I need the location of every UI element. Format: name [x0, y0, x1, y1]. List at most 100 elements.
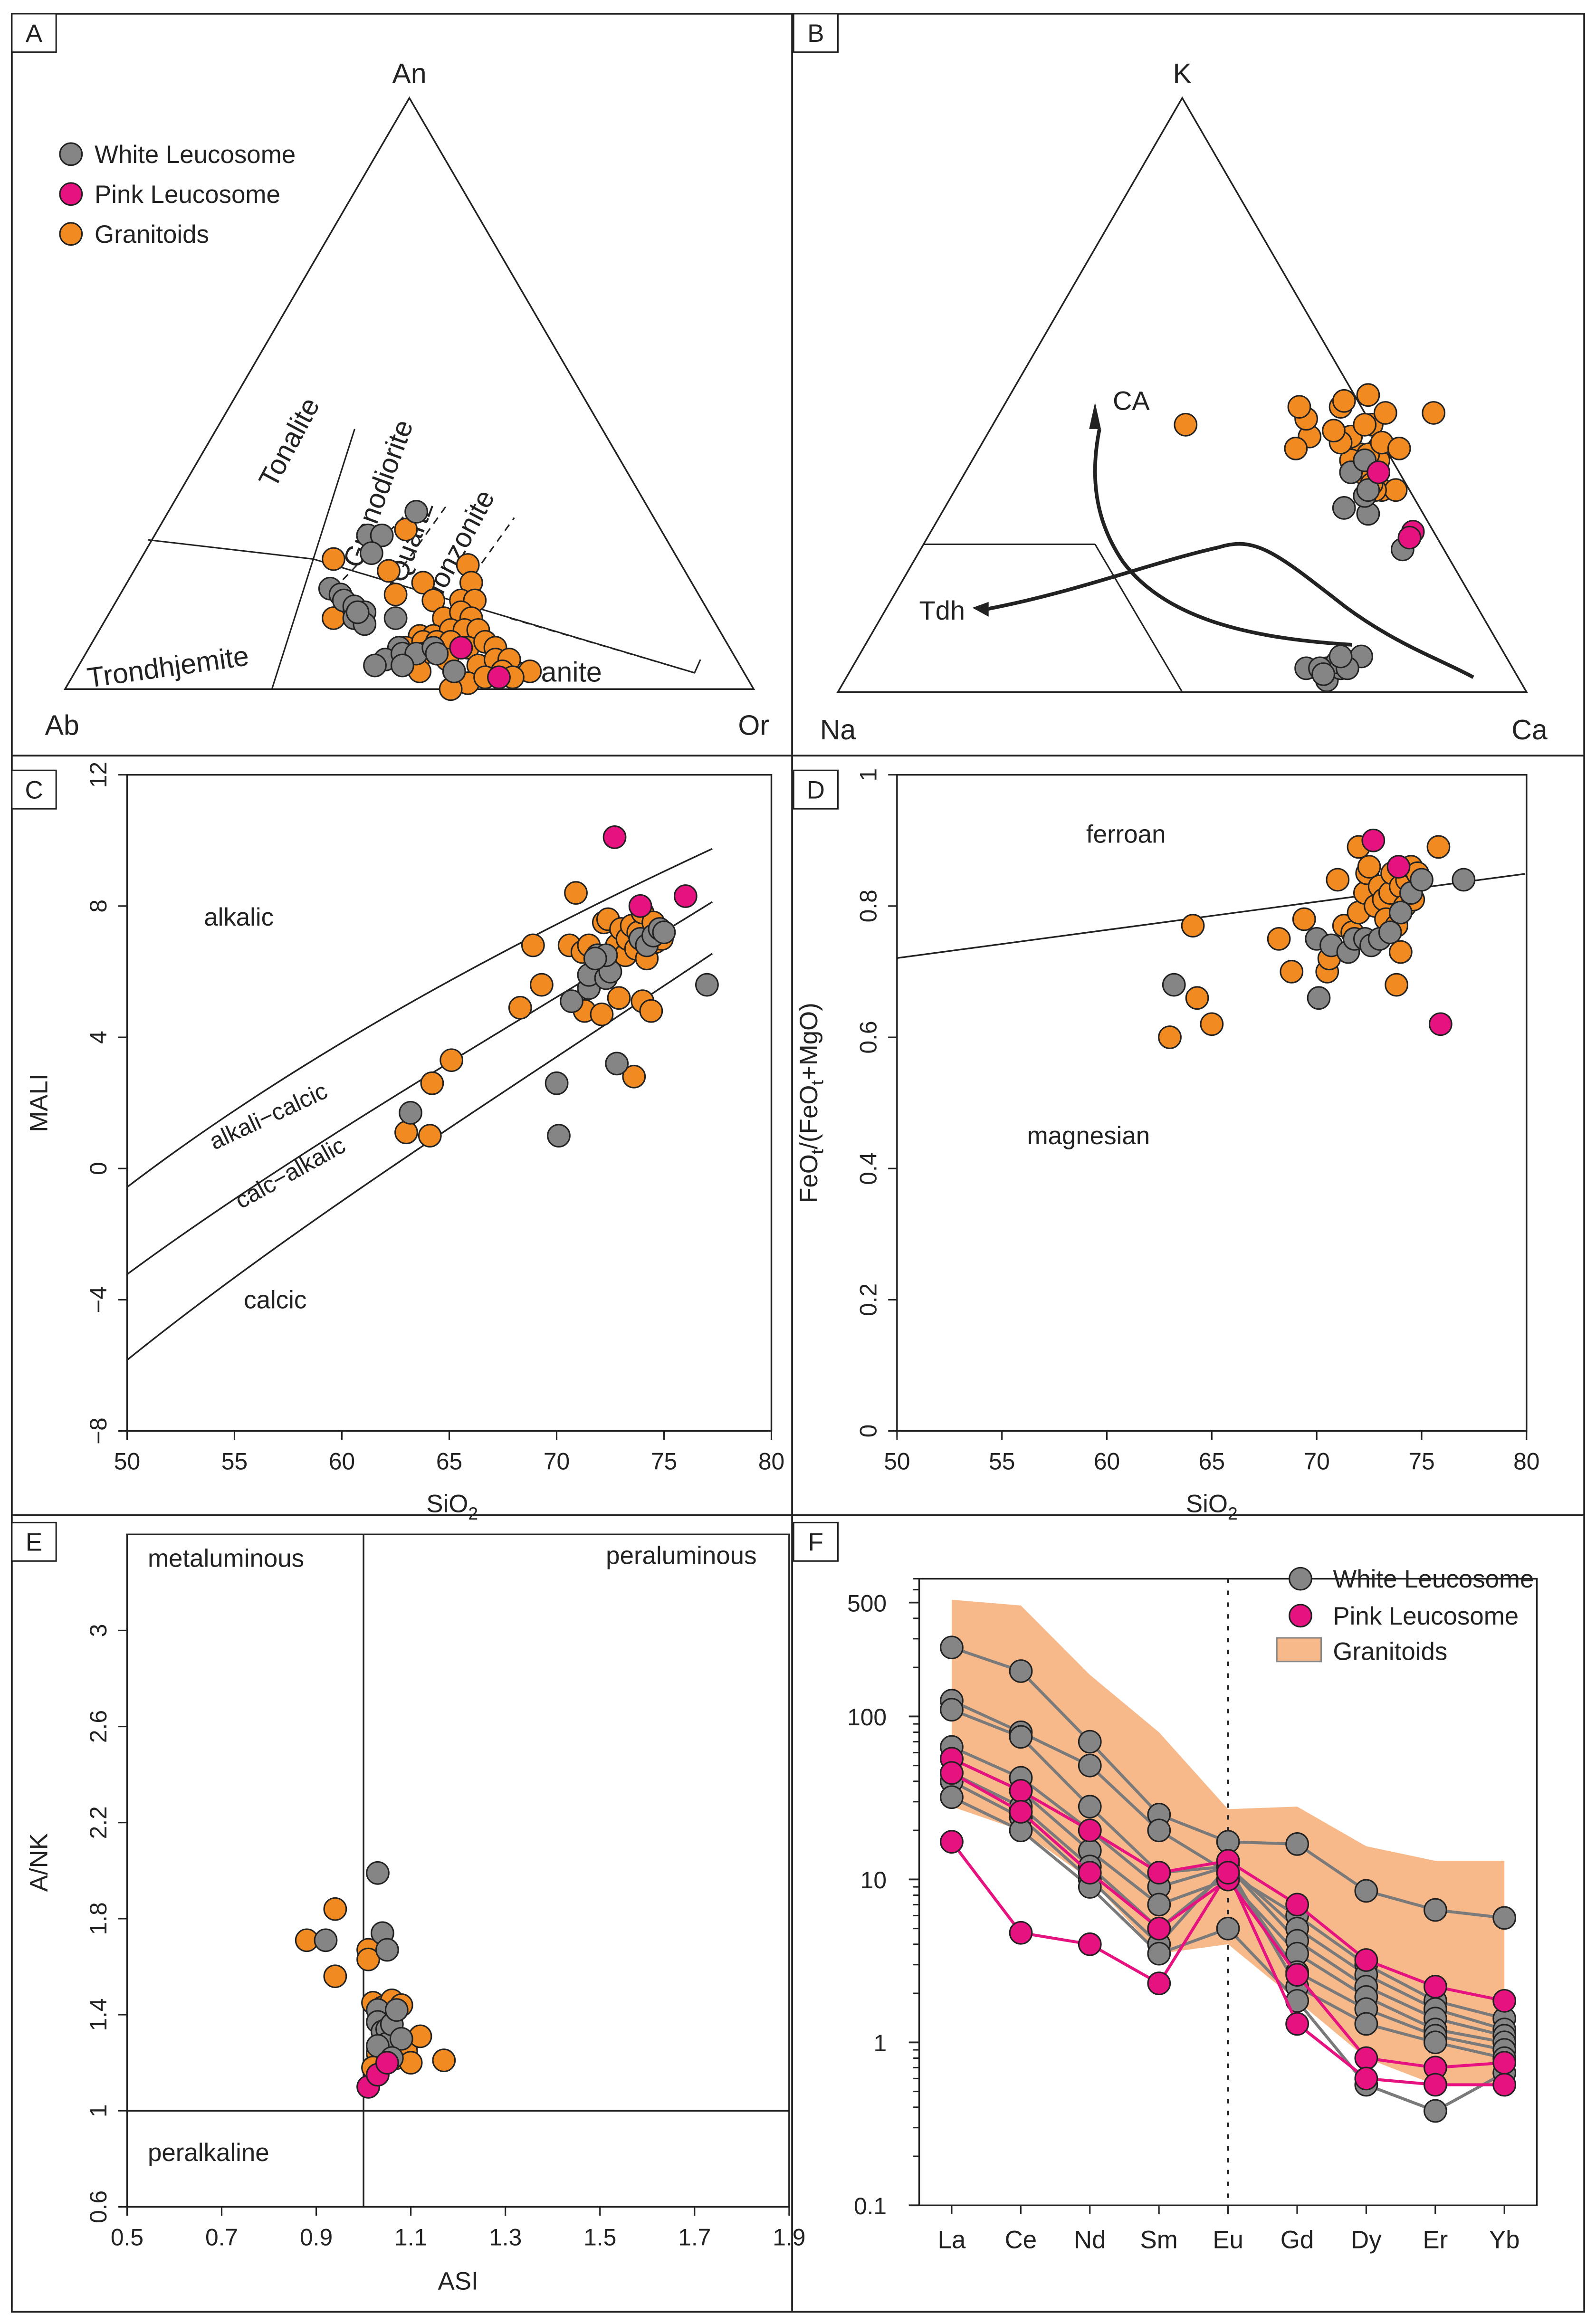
vertex-label-top: K: [1173, 58, 1191, 89]
granitoids-point: [1284, 437, 1308, 460]
ca-trend-arrow: [1089, 402, 1101, 429]
granitoids-point: [1158, 1025, 1182, 1049]
y-tick-label: 0.1: [854, 2193, 887, 2219]
pink-leucosome-ree-point: [1354, 2046, 1378, 2070]
y-tick-label: 1.8: [85, 1902, 112, 1935]
x-tick-label: 1.1: [394, 2224, 427, 2250]
white-leucosome-point: [389, 2027, 413, 2051]
panel-letter-box: [793, 769, 839, 810]
white-leucosome-ree-point: [1147, 1818, 1171, 1843]
x-tick-label: 0.7: [205, 2224, 238, 2250]
granitoids-point: [1185, 986, 1209, 1010]
granitoids-point: [418, 1124, 442, 1148]
white-leucosome-point: [399, 1101, 422, 1125]
y-tick-label: 2.6: [85, 1710, 112, 1743]
pink-leucosome-point: [487, 665, 511, 689]
y-tick-label: 0.2: [855, 1283, 881, 1316]
white-leucosome-point: [1311, 662, 1336, 686]
panel-letter: A: [26, 19, 43, 48]
granitoids-point: [1322, 419, 1346, 443]
granitoids-point: [1267, 927, 1291, 951]
x-tick-label: 80: [758, 1448, 784, 1474]
pink-leucosome-ree-point: [1354, 2066, 1378, 2091]
field-label: peralkaline: [148, 2139, 269, 2167]
field-boundary: [271, 559, 314, 689]
field-boundary: [147, 539, 701, 674]
pink-leucosome-ree-point: [1492, 2051, 1517, 2075]
vertex-label-right: Or: [738, 710, 769, 741]
granitoids-point: [1287, 395, 1311, 419]
y-tick-label: −8: [85, 1417, 112, 1444]
y-axis-title: FeOt/(FeOt+MgO): [795, 1003, 827, 1203]
data-points-a: [318, 500, 542, 701]
granitoids-point: [323, 1897, 347, 1921]
granitoids-point: [394, 517, 418, 542]
panel-letter-box: [11, 13, 57, 53]
white-leucosome-point: [1162, 973, 1186, 997]
pink-leucosome-ree-point: [1078, 1861, 1102, 1885]
field-boundary: [1094, 544, 1183, 693]
granitoids-point: [1181, 914, 1205, 938]
white-leucosome-point: [345, 600, 370, 624]
pink-leucosome-point: [602, 825, 627, 849]
granitoids-point: [1174, 412, 1198, 437]
field-label: metaluminous: [148, 1545, 304, 1573]
field-boundary: [126, 953, 713, 1361]
x-tick-label: 50: [884, 1448, 910, 1474]
legend-swatch-granitoids: [1276, 1637, 1322, 1663]
panel-letter: F: [808, 1528, 823, 1556]
panel-f-ree-chart: F La Ce Nd Sm Eu Gd Dy Er Yb 0.1 1 10 100 500 White L…: [793, 1521, 1538, 2254]
pink-leucosome-ree-point: [1147, 1971, 1171, 1996]
white-leucosome-point: [442, 660, 466, 683]
white-leucosome-point: [695, 973, 719, 997]
pink-leucosome-ree-point: [1492, 1989, 1517, 2013]
x-tick-label: Gd: [1281, 2226, 1314, 2254]
pink-leucosome-point: [1367, 460, 1391, 484]
y-tick-label: 8: [85, 899, 112, 913]
granitoids-point: [607, 986, 631, 1010]
pink-leucosome-ree-point: [1147, 1916, 1171, 1941]
granitoids-point: [1292, 907, 1316, 931]
x-tick-label: Ce: [1005, 2226, 1037, 2254]
y-tick-label: 10: [860, 1867, 887, 1894]
granitoids-point: [590, 1002, 614, 1026]
axis-ticks-f: La Ce Nd Sm Eu Gd Dy Er Yb 0.1 1 10 100 500: [847, 1578, 1520, 2254]
legend-marker-white-leucosome: [1289, 1567, 1312, 1591]
x-tick-label: 1.5: [583, 2224, 616, 2250]
pink-leucosome-point: [375, 2051, 399, 2075]
white-leucosome-point: [1452, 868, 1476, 892]
y-tick-label: 0: [85, 1162, 112, 1175]
white-leucosome-ree-point: [1424, 2030, 1447, 2055]
y-tick-label: 4: [85, 1031, 112, 1044]
pink-leucosome-point: [1428, 1012, 1453, 1036]
legend-label: White Leucosome: [95, 141, 296, 169]
ca-trend-curve: [1093, 429, 1353, 647]
field-label: magnesian: [1027, 1122, 1150, 1150]
ree-pattern-lines: [940, 1635, 1517, 2123]
x-tick-label: 70: [544, 1448, 570, 1474]
legend-marker-white-leucosome: [59, 142, 83, 166]
legend-marker-pink-leucosome: [59, 182, 83, 206]
granitoids-point: [383, 583, 408, 607]
legend-label: Granitoids: [1333, 1638, 1447, 1666]
granitoids-point: [1357, 855, 1381, 879]
x-tick-label: Dy: [1351, 2226, 1382, 2254]
white-leucosome-ree-point: [1424, 2099, 1447, 2123]
x-tick-label: Sm: [1140, 2226, 1178, 2254]
axis-ticks-e: 0.5 0.7 0.9 1.1 1.3 1.5 1.7 1.9 0.6 1 1.4 1.8 2.2 2.6…: [85, 1624, 805, 2251]
granitoids-point: [1200, 1012, 1224, 1036]
granitoids-point: [1387, 437, 1411, 460]
tdh-trend-curve: [985, 542, 1474, 679]
legend-label: Granitoids: [95, 220, 209, 249]
pink-leucosome-ree-point: [1424, 1975, 1447, 1999]
field-boundary: [312, 429, 355, 560]
panel-d-fe-number-chart: D 50 55 60 65 70 75 80 0 0.2 0.4 0.6 0.8 1 SiO2 FeOt…: [793, 768, 1539, 1523]
granitoids-point: [377, 559, 401, 583]
x-tick-label: Yb: [1489, 2226, 1520, 2254]
pink-leucosome-point: [449, 636, 473, 660]
white-leucosome-ree-point: [1009, 1725, 1033, 1749]
pink-leucosome-ree-point: [1424, 2073, 1447, 2097]
granitoids-point: [420, 1071, 444, 1095]
white-leucosome-ree-point: [1285, 1832, 1309, 1856]
